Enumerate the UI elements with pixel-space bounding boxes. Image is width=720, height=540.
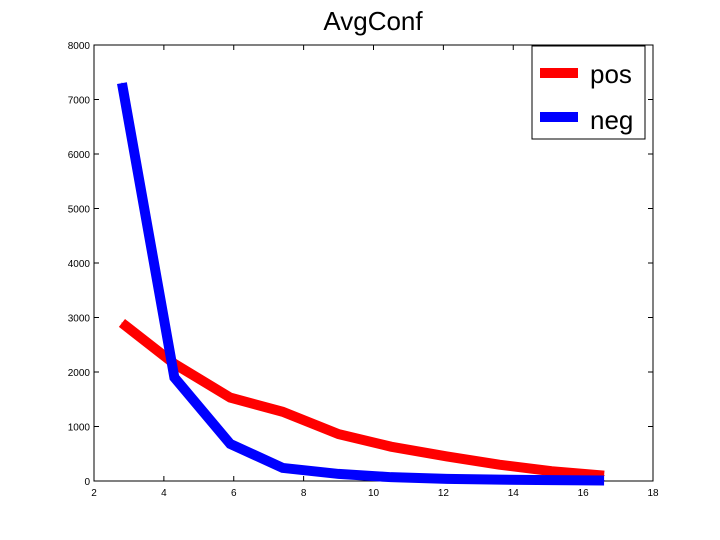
data-point-neg xyxy=(121,82,123,84)
series-line-pos xyxy=(118,319,605,481)
x-tick-label: 10 xyxy=(368,488,380,499)
data-point-neg xyxy=(282,467,284,469)
data-point-neg xyxy=(229,443,231,445)
x-tick-label: 8 xyxy=(301,488,307,499)
y-tick-label: 6000 xyxy=(68,150,91,161)
y-tick-label: 7000 xyxy=(68,96,91,107)
y-tick-label: 2000 xyxy=(68,368,91,379)
x-tick-label: 12 xyxy=(438,488,450,499)
data-point-neg xyxy=(173,376,175,378)
x-tick-label: 6 xyxy=(231,488,237,499)
y-tick-label: 5000 xyxy=(68,205,91,216)
legend: pos neg xyxy=(531,45,646,140)
data-point-neg xyxy=(446,478,448,480)
data-point-pos xyxy=(498,464,500,466)
chart-title: AvgConf xyxy=(323,6,423,36)
y-tick-label: 1000 xyxy=(68,423,91,434)
y-tick-label: 3000 xyxy=(68,314,91,325)
data-point-neg xyxy=(551,479,553,481)
x-tick-label: 2 xyxy=(91,488,97,499)
x-tick-label: 14 xyxy=(508,488,520,499)
legend-box xyxy=(531,45,646,140)
data-point-pos xyxy=(229,397,231,399)
data-point-pos xyxy=(338,433,340,435)
data-point-pos xyxy=(121,322,123,324)
y-tick-label: 0 xyxy=(84,477,90,488)
data-point-neg xyxy=(390,476,392,478)
legend-label-neg: neg xyxy=(590,105,633,135)
y-tick-label: 4000 xyxy=(68,259,91,270)
x-tick-label: 4 xyxy=(161,488,167,499)
series-layer xyxy=(117,82,605,486)
x-tick-label: 16 xyxy=(578,488,590,499)
data-point-neg xyxy=(338,473,340,475)
data-point-pos xyxy=(390,446,392,448)
series-line-neg xyxy=(117,82,605,486)
data-point-pos xyxy=(446,455,448,457)
data-point-pos xyxy=(551,470,553,472)
y-tick-label: 8000 xyxy=(68,41,91,52)
x-tick-label: 18 xyxy=(647,488,659,499)
data-point-neg xyxy=(498,479,500,481)
legend-label-pos: pos xyxy=(590,59,632,89)
axes: 2 4 6 8 10 12 14 16 18 0 1000 2000 3000 4000 5000 6000 7… xyxy=(68,41,659,499)
data-point-neg xyxy=(603,479,605,481)
data-point-pos xyxy=(282,411,284,413)
